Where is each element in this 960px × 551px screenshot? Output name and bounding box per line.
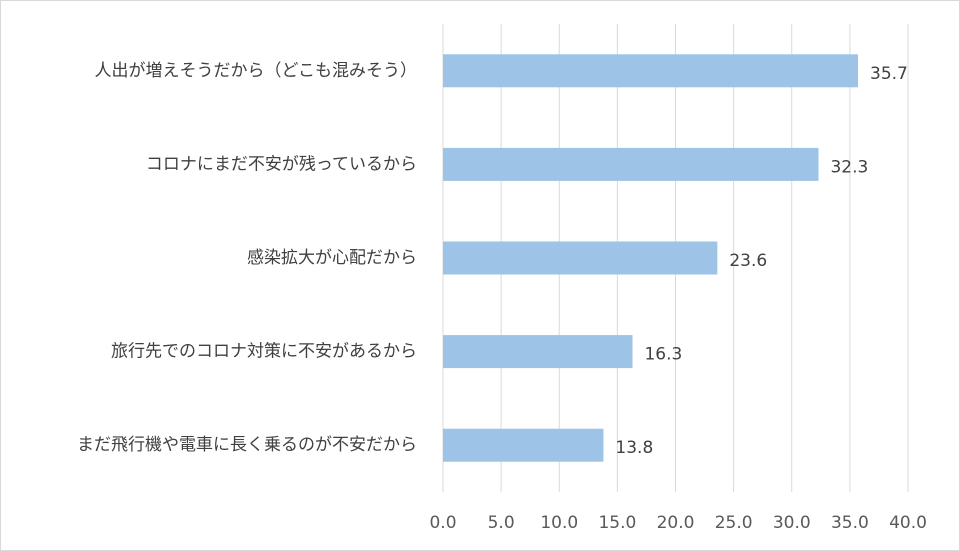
bar-0 [443,54,859,88]
data-label-4: 13.8 [615,438,653,458]
category-label-0: 人出が増えそうだから（どこも混みそう） [95,61,418,81]
data-label-2: 23.6 [729,251,767,271]
category-label-1: コロナにまだ不安が残っているから [146,154,417,174]
data-label-0: 35.7 [870,64,908,84]
bar-1 [443,147,819,181]
category-label-4: まだ飛行機や電車に長く乗るのが不安だから [77,435,417,455]
category-label-2: 感染拡大が心配だから [247,248,417,268]
x-tick-label-6: 30.0 [773,513,811,533]
x-tick-label-8: 40.0 [889,513,927,533]
bar-3 [443,335,633,369]
bar-2 [443,241,718,275]
x-tick-label-7: 35.0 [831,513,869,533]
x-tick-label-4: 20.0 [657,513,695,533]
bar-4 [443,428,604,462]
x-tick-label-1: 5.0 [488,513,515,533]
x-tick-label-3: 15.0 [598,513,636,533]
data-label-1: 32.3 [830,157,868,177]
x-tick-label-0: 0.0 [429,513,456,533]
x-tick-label-5: 25.0 [715,513,753,533]
data-label-3: 16.3 [644,345,682,365]
x-tick-label-2: 10.0 [540,513,578,533]
category-label-3: 旅行先でのコロナ対策に不安があるから [111,342,417,362]
